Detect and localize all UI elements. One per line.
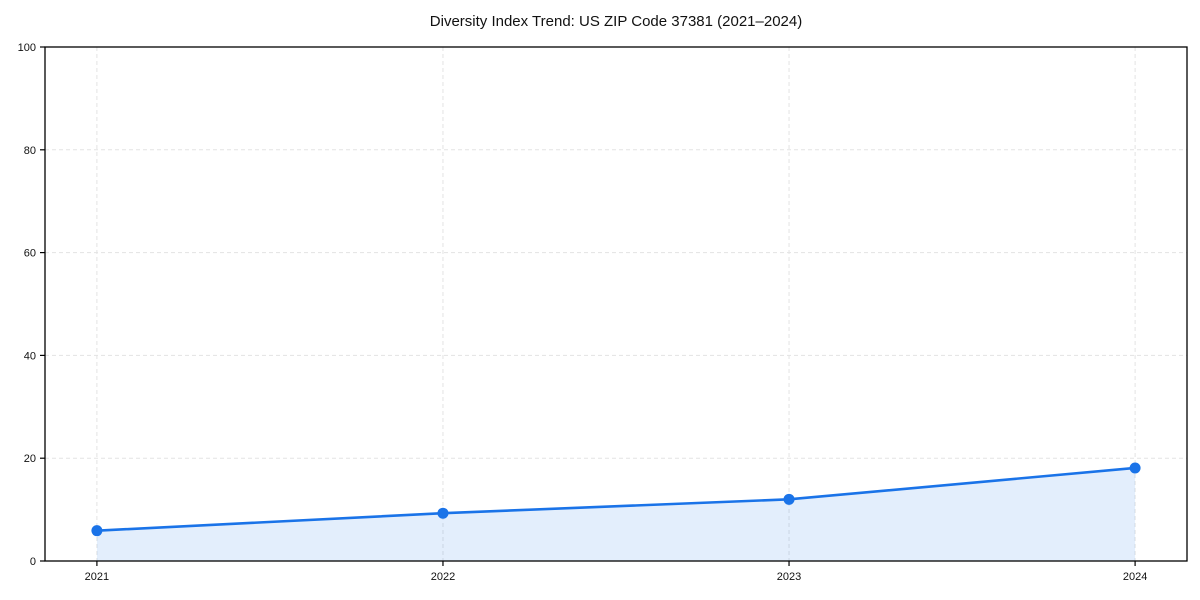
y-tick-label: 0 (30, 556, 36, 568)
y-tick-label: 100 (18, 42, 36, 54)
data-point-2023 (783, 493, 795, 505)
x-tick-label: 2023 (777, 571, 801, 583)
x-tick-label: 2024 (1123, 571, 1147, 583)
y-tick-label: 80 (24, 145, 36, 157)
plot-border (44, 46, 1188, 562)
y-tick-label: 60 (24, 248, 36, 260)
y-tick-label: 20 (24, 453, 36, 465)
data-point-2021 (91, 525, 103, 537)
data-point-2024 (1129, 462, 1141, 474)
x-tick-label: 2021 (85, 571, 109, 583)
x-tick-label: 2022 (431, 571, 455, 583)
trend-line (95, 466, 1137, 532)
data-point-2022 (437, 507, 449, 519)
area-fill (96, 467, 1136, 561)
y-tick-label: 40 (24, 350, 36, 362)
chart-title: Diversity Index Trend: US ZIP Code 37381… (429, 13, 803, 30)
